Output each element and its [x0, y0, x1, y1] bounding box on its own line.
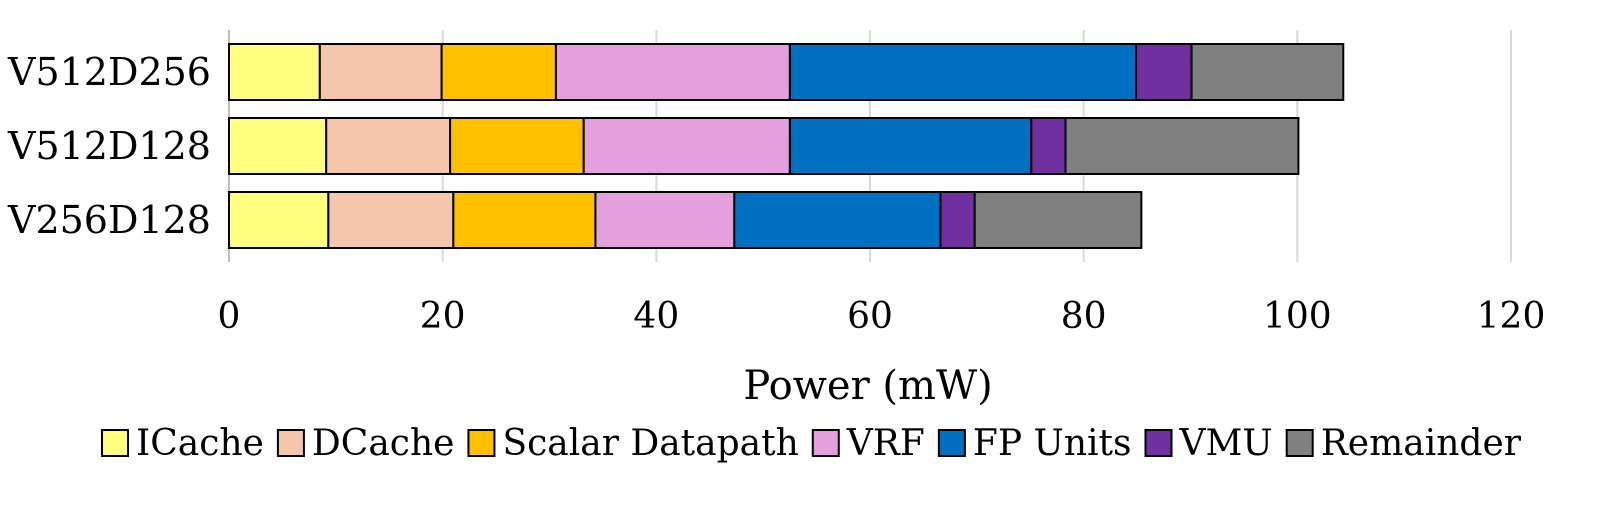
x-axis-title: Power (mW): [743, 363, 992, 409]
legend-swatch: [467, 429, 496, 457]
bar-segment: [582, 117, 791, 175]
category-label: V512D128: [7, 124, 211, 168]
legend-item: VMU: [1144, 423, 1273, 464]
bar-segment: [733, 191, 942, 249]
bar-segment: [449, 117, 585, 175]
bar-segment: [1030, 117, 1067, 175]
bar-segment: [554, 43, 791, 101]
bar-segment: [440, 43, 557, 101]
legend-label: VRF: [846, 423, 925, 464]
bar-segment: [1064, 117, 1300, 175]
x-tick-label: 100: [1263, 296, 1332, 337]
legend-swatch: [937, 429, 966, 457]
x-tick-label: 20: [420, 296, 466, 337]
bar-segment: [939, 191, 976, 249]
bars: [228, 43, 1345, 249]
bar-segment: [228, 43, 321, 101]
legend-swatch: [276, 429, 305, 457]
bar-segment: [973, 191, 1143, 249]
legend-label: Remainder: [1321, 423, 1522, 464]
bar-segment: [788, 117, 1033, 175]
bar-segment: [1190, 43, 1345, 101]
category-labels: V512D256 V512D128 V256D128: [7, 50, 211, 242]
legend-item: FP Units: [937, 423, 1132, 464]
x-tick-label: 0: [218, 296, 241, 337]
legend: ICache DCache Scalar Datapath VRF FP Units VM…: [101, 423, 1522, 464]
legend-swatch: [1144, 429, 1173, 457]
bar-segment: [594, 191, 736, 249]
x-tick-label: 80: [1061, 296, 1107, 337]
bar-segment: [228, 117, 328, 175]
category-label: V512D256: [7, 50, 211, 94]
legend-label: ICache: [136, 423, 264, 464]
legend-item: Remainder: [1285, 423, 1522, 464]
x-tick-label: 60: [847, 296, 893, 337]
legend-label: VMU: [1179, 423, 1273, 464]
bar-segment: [318, 43, 443, 101]
legend-item: Scalar Datapath: [467, 423, 799, 464]
legend-swatch: [811, 429, 840, 457]
legend-item: VRF: [811, 423, 925, 464]
legend-label: Scalar Datapath: [502, 423, 798, 464]
x-tick-label: 120: [1477, 296, 1546, 337]
legend-label: FP Units: [973, 423, 1132, 464]
x-tick-labels: 0 20 40 60 80 100 120: [218, 296, 1546, 337]
legend-item: ICache: [101, 423, 264, 464]
x-tick-label: 40: [633, 296, 679, 337]
legend-swatch: [101, 429, 130, 457]
bar-segment: [1135, 43, 1193, 101]
bar-segment: [788, 43, 1138, 101]
legend-swatch: [1285, 429, 1314, 457]
bar-segment: [452, 191, 597, 249]
bar-segment: [228, 191, 330, 249]
category-label: V256D128: [7, 198, 211, 242]
legend-label: DCache: [312, 423, 455, 464]
bar-segment: [325, 117, 452, 175]
legend-item: DCache: [276, 423, 455, 464]
bar-segment: [327, 191, 455, 249]
